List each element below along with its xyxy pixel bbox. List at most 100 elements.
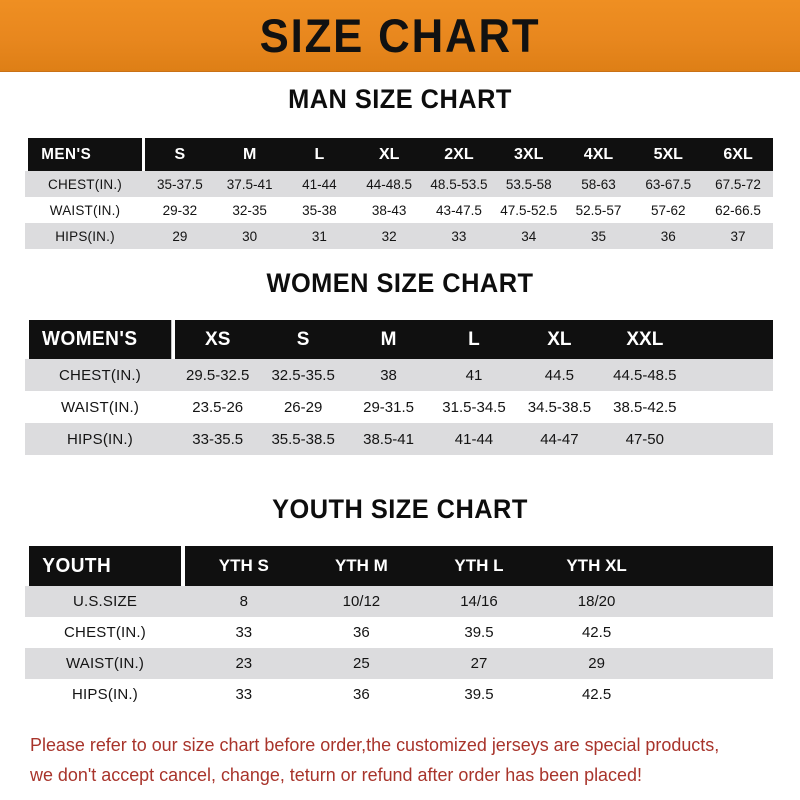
- page-banner: SIZE CHART: [0, 0, 800, 72]
- men-cell: 41-44: [284, 171, 355, 197]
- women-column-header-blank-6: [687, 320, 773, 359]
- men-cell: 44-48.5: [354, 171, 425, 197]
- men-cell: 52.5-57: [563, 197, 634, 223]
- women-row-label: HIPS(IN.): [25, 423, 175, 455]
- men-column-header-5xl: 5XL: [633, 138, 704, 171]
- youth-cell: 33: [185, 679, 303, 710]
- youth-column-header-yth-m: YTH M: [302, 546, 421, 586]
- men-column-header-2xl: 2XL: [424, 138, 494, 171]
- women-table-row: WAIST(IN.) 23.5-26 26-29 29-31.5 31.5-34.5 34…: [25, 391, 773, 423]
- women-row-label: CHEST(IN.): [25, 359, 175, 391]
- men-column-header-4xl: 4XL: [563, 138, 634, 171]
- youth-cell: 10/12: [302, 586, 421, 617]
- men-row-label: HIPS(IN.): [25, 223, 145, 249]
- banner-title: SIZE CHART: [259, 9, 541, 62]
- women-corner-label: WOMEN'S: [28, 320, 172, 359]
- men-cell: 43-47.5: [424, 197, 494, 223]
- women-cell: 44.5: [516, 359, 603, 391]
- women-cell: [687, 391, 773, 423]
- men-cell: 33: [424, 223, 494, 249]
- women-table-row: CHEST(IN.) 29.5-32.5 32.5-35.5 38 41 44.5 44.5…: [25, 359, 773, 391]
- men-corner-label: MEN'S: [28, 138, 142, 171]
- men-cell: 36: [633, 223, 704, 249]
- women-cell: [687, 359, 773, 391]
- order-policy-note: Please refer to our size chart before or…: [30, 730, 753, 790]
- women-table-row: HIPS(IN.) 33-35.5 35.5-38.5 38.5-41 41-44 44-…: [25, 423, 773, 455]
- youth-cell: 36: [302, 617, 421, 648]
- youth-cell: 39.5: [420, 617, 538, 648]
- women-header-row: WOMEN'S XS S M L XL XXL: [25, 320, 773, 359]
- youth-table-body: U.S.SIZE 8 10/12 14/16 18/20 CHEST(IN.) 33 36 39…: [25, 586, 773, 710]
- women-cell: 32.5-35.5: [260, 359, 346, 391]
- women-cell: 35.5-38.5: [260, 423, 346, 455]
- men-cell: 63-67.5: [633, 171, 704, 197]
- women-cell: [687, 423, 773, 455]
- youth-corner-label: YOUTH: [29, 546, 181, 586]
- men-cell: 35-38: [284, 197, 355, 223]
- youth-row-label: HIPS(IN.): [25, 679, 185, 710]
- women-column-header-l: L: [431, 320, 517, 359]
- men-cell: 48.5-53.5: [424, 171, 494, 197]
- youth-cell: [655, 679, 773, 710]
- youth-table-row: HIPS(IN.) 33 36 39.5 42.5: [25, 679, 773, 710]
- men-cell: 29-32: [145, 197, 215, 223]
- men-table-header: MEN'S S M L XL 2XL 3XL 4XL 5XL 6XL: [25, 138, 773, 171]
- men-cell: 62-66.5: [703, 197, 773, 223]
- women-table-header: WOMEN'S XS S M L XL XXL: [25, 320, 773, 359]
- youth-column-header-yth-xl: YTH XL: [537, 546, 656, 586]
- men-table-row: HIPS(IN.) 29 30 31 32 33 34 35 36 37: [25, 223, 773, 249]
- men-column-header-l: L: [284, 138, 355, 171]
- men-cell: 30: [214, 223, 285, 249]
- men-table-row: CHEST(IN.) 35-37.5 37.5-41 41-44 44-48.5 48.5…: [25, 171, 773, 197]
- men-cell: 32-35: [214, 197, 285, 223]
- men-column-header-6xl: 6XL: [703, 138, 773, 171]
- youth-row-label: WAIST(IN.): [25, 648, 185, 679]
- men-cell: 32: [354, 223, 425, 249]
- men-column-header-xl: XL: [354, 138, 425, 171]
- women-column-header-xxl: XXL: [602, 320, 688, 359]
- youth-table-row: WAIST(IN.) 23 25 27 29: [25, 648, 773, 679]
- man-section-title: MAN SIZE CHART: [288, 84, 512, 114]
- men-cell: 34: [493, 223, 564, 249]
- women-column-header-m: M: [345, 320, 432, 359]
- women-cell: 47-50: [602, 423, 688, 455]
- women-cell: 38.5-42.5: [602, 391, 688, 423]
- women-cell: 38: [345, 359, 432, 391]
- men-header-row: MEN'S S M L XL 2XL 3XL 4XL 5XL 6XL: [25, 138, 773, 171]
- women-table-body: CHEST(IN.) 29.5-32.5 32.5-35.5 38 41 44.5 44.5…: [25, 359, 773, 455]
- youth-cell: 36: [302, 679, 421, 710]
- men-cell: 38-43: [354, 197, 425, 223]
- women-row-label: WAIST(IN.): [25, 391, 175, 423]
- youth-row-label: CHEST(IN.): [25, 617, 185, 648]
- women-cell: 44.5-48.5: [602, 359, 688, 391]
- youth-column-header-yth-l: YTH L: [420, 546, 538, 586]
- men-cell: 58-63: [563, 171, 634, 197]
- men-cell: 37.5-41: [214, 171, 285, 197]
- women-cell: 23.5-26: [175, 391, 261, 423]
- women-cell: 31.5-34.5: [431, 391, 517, 423]
- women-column-header-xl: XL: [516, 320, 603, 359]
- women-cell: 26-29: [260, 391, 346, 423]
- women-column-header-s: S: [260, 320, 346, 359]
- men-row-label: WAIST(IN.): [25, 197, 145, 223]
- men-row-label: CHEST(IN.): [25, 171, 145, 197]
- youth-cell: 25: [302, 648, 421, 679]
- youth-table-row: U.S.SIZE 8 10/12 14/16 18/20: [25, 586, 773, 617]
- youth-cell: 42.5: [537, 679, 656, 710]
- youth-cell: 18/20: [537, 586, 656, 617]
- order-policy-note-line-2: we don't accept cancel, change, teturn o…: [30, 764, 642, 785]
- youth-cell: 8: [185, 586, 303, 617]
- men-column-header-m: M: [214, 138, 285, 171]
- youth-column-header-blank-4: [655, 546, 773, 586]
- men-cell: 31: [284, 223, 355, 249]
- youth-header-row: YOUTH YTH S YTH M YTH L YTH XL: [25, 546, 773, 586]
- women-cell: 44-47: [516, 423, 603, 455]
- men-cell: 53.5-58: [493, 171, 564, 197]
- youth-row-label: U.S.SIZE: [25, 586, 185, 617]
- youth-cell: 39.5: [420, 679, 538, 710]
- women-size-table: WOMEN'S XS S M L XL XXL CHEST(IN.) 29.5-32.5 32…: [25, 320, 773, 455]
- women-cell: 41-44: [431, 423, 517, 455]
- men-cell: 47.5-52.5: [493, 197, 564, 223]
- men-cell: 37: [703, 223, 773, 249]
